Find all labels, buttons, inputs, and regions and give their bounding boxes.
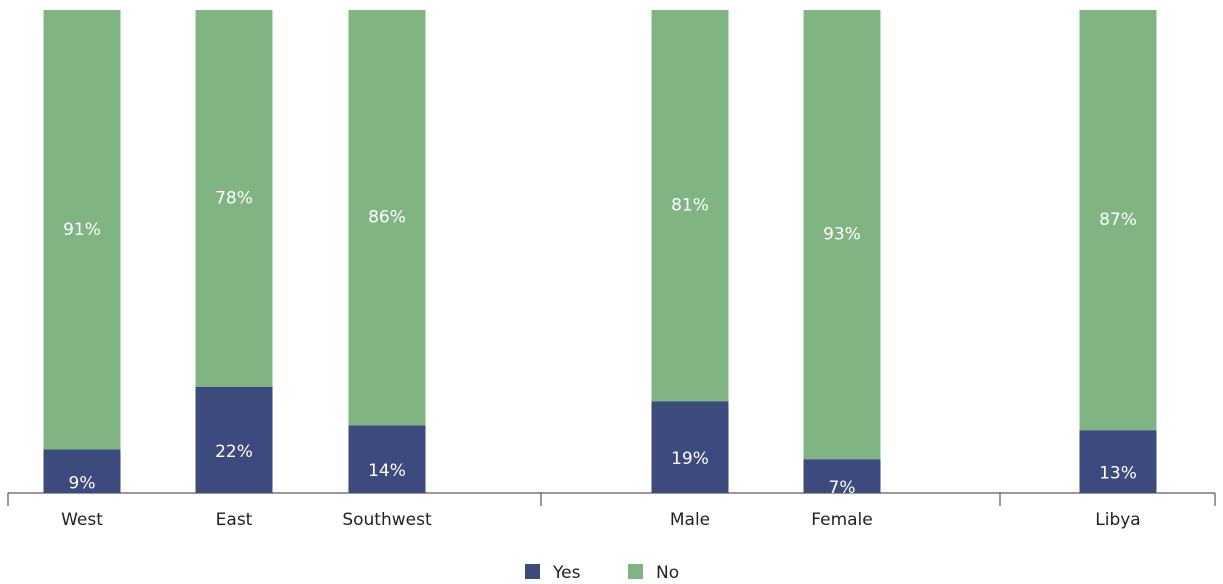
data-label: 91% <box>63 220 101 240</box>
bar-segment <box>651 401 729 493</box>
bar-segment <box>348 425 426 493</box>
legend-swatch <box>525 564 540 579</box>
data-label: 22% <box>215 442 253 462</box>
bar-segment <box>43 449 121 493</box>
data-label: 14% <box>368 461 406 481</box>
data-label: 7% <box>829 478 856 498</box>
x-tick-label: West <box>61 510 103 530</box>
x-tick-label: Libya <box>1095 510 1140 530</box>
data-label: 13% <box>1099 464 1137 484</box>
bar-segment <box>195 10 273 387</box>
x-tick-label: East <box>216 510 253 530</box>
x-tick-label: Male <box>670 510 710 530</box>
bar-segment <box>651 10 729 402</box>
data-label: 93% <box>823 225 861 245</box>
bar-segment <box>803 10 881 460</box>
legend-swatch <box>628 564 643 579</box>
data-label: 86% <box>368 208 406 228</box>
bar-segment <box>43 10 121 450</box>
x-tick-label: Female <box>811 510 872 530</box>
data-label: 87% <box>1099 210 1137 230</box>
data-label: 78% <box>215 188 253 208</box>
x-tick-label: Southwest <box>342 510 432 530</box>
bar-segment <box>348 10 426 426</box>
bar-segment <box>1079 10 1157 431</box>
data-label: 81% <box>671 196 709 216</box>
data-label: 9% <box>69 473 96 493</box>
bar-segment <box>803 459 881 493</box>
legend-label: No <box>656 563 679 583</box>
bar-segment <box>1079 430 1157 493</box>
legend-label: Yes <box>552 563 581 583</box>
bar-segment <box>195 386 273 493</box>
data-label: 19% <box>671 449 709 469</box>
